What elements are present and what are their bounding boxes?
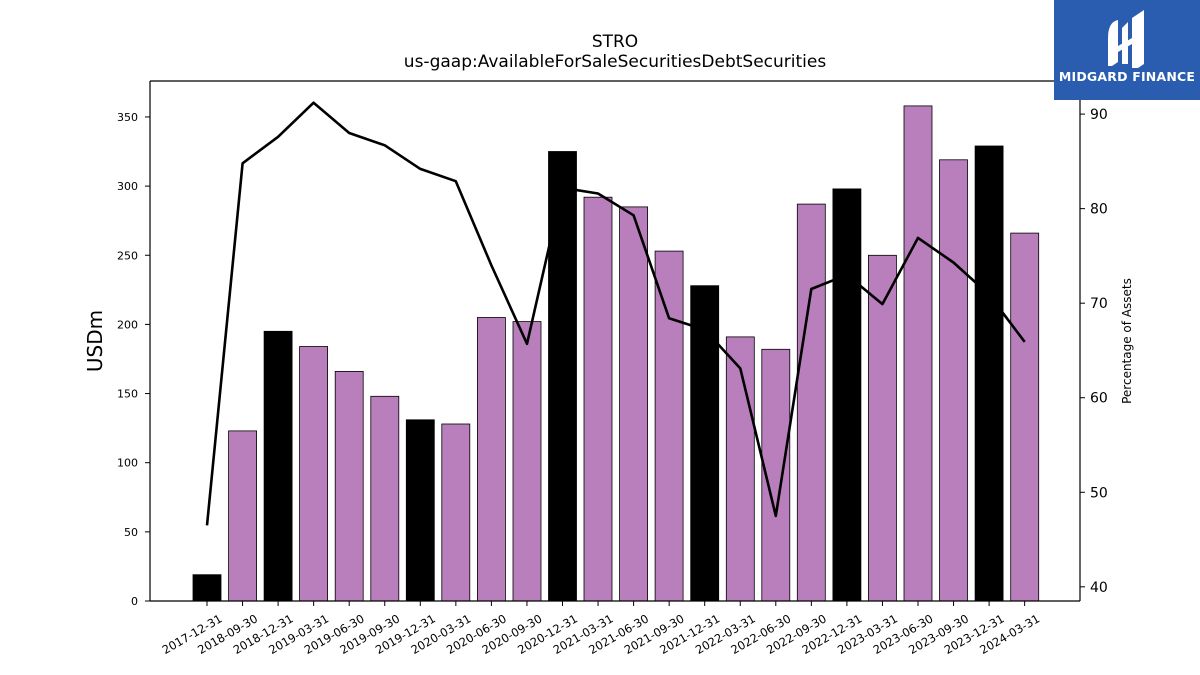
- bar-2020-09-30: [512, 321, 542, 602]
- bar-2021-09-30: [654, 250, 684, 602]
- bar-2018-09-30: [228, 430, 258, 602]
- line-layer: [205, 101, 1026, 526]
- bar-2024-03-31: [1010, 232, 1040, 602]
- y2-tick-label: 90: [1090, 107, 1108, 123]
- bar-2019-12-31: [405, 419, 435, 602]
- bar-2023-12-31: [974, 145, 1004, 602]
- y-tick-label: 50: [124, 526, 138, 539]
- logo-mark-icon: [1108, 10, 1144, 68]
- y-tick-label: 300: [117, 180, 138, 193]
- y-tick-label: 0: [131, 595, 138, 608]
- y2-tick-label: 50: [1090, 485, 1108, 501]
- bar-2023-09-30: [939, 159, 968, 602]
- bar-2019-03-31: [299, 346, 329, 602]
- bar-2021-06-30: [619, 206, 648, 602]
- y-tick-label: 350: [117, 111, 138, 124]
- bar-2022-09-30: [796, 203, 826, 602]
- logo-text: MIDGARD FINANCE: [1058, 69, 1196, 84]
- y2-tick-label: 80: [1090, 202, 1108, 218]
- chart-subtitle: us-gaap:AvailableForSaleSecuritiesDebtSe…: [403, 52, 827, 72]
- bar-2018-12-31: [263, 330, 293, 602]
- bar-2021-03-31: [583, 196, 613, 602]
- bar-2020-12-31: [548, 151, 577, 602]
- y2-axis-label: Percentage of Assets: [1120, 278, 1134, 404]
- bar-2023-03-31: [868, 254, 897, 602]
- y2-tick-label: 70: [1090, 296, 1108, 312]
- y-axis-label: USDm: [83, 310, 107, 372]
- bar-2021-12-31: [690, 285, 720, 602]
- bar-2020-03-31: [441, 423, 471, 602]
- y-tick-label: 200: [117, 318, 138, 331]
- bar-2019-06-30: [334, 370, 364, 602]
- y-tick-label: 150: [117, 388, 138, 401]
- bar-2022-12-31: [832, 188, 862, 602]
- y-tick-label: 100: [117, 457, 138, 470]
- line-percentage-of-assets: [205, 101, 1026, 526]
- bars-group: [192, 105, 1040, 602]
- y2-tick-label: 40: [1090, 580, 1108, 596]
- bar-2017-12-31: [192, 574, 222, 602]
- brand-logo: MIDGARD FINANCE: [1054, 0, 1200, 100]
- axes-group: [149, 80, 1081, 602]
- bar-2019-09-30: [370, 395, 400, 602]
- y-tick-label: 250: [117, 249, 138, 262]
- bar-2022-03-31: [725, 336, 755, 602]
- bar-2020-06-30: [476, 317, 506, 602]
- y2-tick-label: 60: [1090, 391, 1108, 407]
- chart-title: STRO: [591, 32, 639, 52]
- bar-2023-06-30: [903, 105, 933, 602]
